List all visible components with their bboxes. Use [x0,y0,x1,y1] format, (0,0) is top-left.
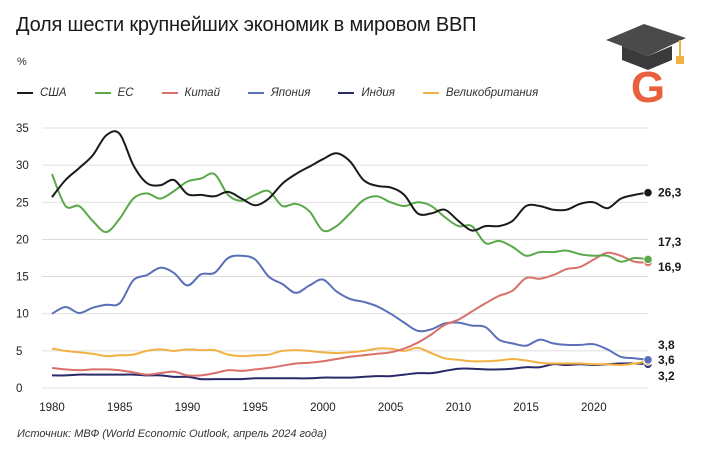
legend-label: ЕС [117,87,134,99]
legend-swatch [422,91,439,95]
y-tick-label: 0 [16,383,22,395]
y-tick-label: 20 [16,234,29,246]
legend-item: Великобритания [422,87,539,99]
end-value-label: 3,6 [658,353,675,367]
legend-swatch [247,91,264,95]
x-tick-label: 1995 [242,402,268,414]
y-tick-label: 5 [16,346,22,358]
end-value-label: 17,3 [658,235,682,249]
x-tick-label: 1990 [175,402,201,414]
legend-label: Индия [361,87,395,99]
x-tick-label: 2015 [513,402,539,414]
end-marker [643,254,653,265]
x-tick-label: 2020 [581,402,607,414]
x-tick-label: 1985 [107,402,133,414]
end-marker [643,188,653,198]
end-marker [643,355,653,365]
graduation-cap-icon [606,24,686,70]
x-tick-label: 1980 [39,402,65,414]
legend-label: Китай [184,87,220,99]
legend-label: США [40,87,67,99]
logo-letter: G [631,63,665,106]
logo: G [606,24,686,106]
x-tick-label: 2000 [310,402,336,414]
x-tick-label: 2010 [446,402,472,414]
y-unit-label: % [17,56,27,68]
y-tick-label: 35 [16,123,29,135]
series-line [51,346,649,367]
legend-item: Япония [247,87,311,99]
legend-item: ЕС [94,87,134,99]
legend-swatch [338,91,355,95]
legend-item: Китай [161,87,220,99]
end-value-label: 3,2 [658,369,675,383]
series-line [51,254,649,361]
series-line [51,362,649,381]
series-line [51,251,649,377]
legend-swatch [17,91,33,95]
x-tick-label: 2005 [378,402,404,414]
chart-title: Доля шести крупнейших экономик в мировом… [16,14,477,36]
end-value-label: 26,3 [658,186,682,200]
series-line [51,130,649,232]
y-tick-label: 25 [16,197,29,209]
legend-swatch [94,91,111,95]
y-tick-label: 30 [16,160,29,172]
end-value-label: 16,9 [658,260,682,274]
y-tick-label: 15 [16,272,29,284]
legend-label: Япония [270,87,311,99]
legend-label: Великобритания [445,87,539,99]
legend-item: Индия [338,87,395,99]
legend: США ЕС Китай Япония Индия Великобритания [17,87,538,99]
y-tick-label: 10 [16,309,29,321]
source-note: Источник: МВФ (World Economic Outlook, а… [17,428,327,440]
end-value-label: 3,8 [658,338,675,352]
legend-swatch [161,91,178,95]
series-line [51,172,649,263]
legend-item: США [17,87,67,99]
